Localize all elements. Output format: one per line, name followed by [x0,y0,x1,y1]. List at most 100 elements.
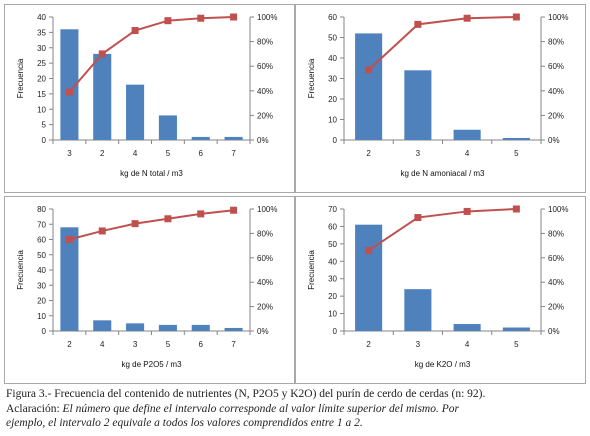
x-tick-label: 5 [514,340,519,349]
y-tick-label: 0 [42,327,47,336]
y-tick-label: 80 [37,205,46,214]
y2-tick-label: 40% [257,87,273,96]
y2-tick-label: 60% [257,254,273,263]
chart-panel-p2o5: 0 10 20 30 40 50 60 70 80 0% 20% 40% 60% 80% 100% 2 4 3 5 6… [4,196,295,384]
bar [191,324,210,331]
y-tick-label: 40 [328,257,337,266]
y-tick-label: 20 [328,292,337,301]
cumulative-point [197,210,205,218]
x-tick-label: 7 [231,149,236,158]
caption-line-1: Figura 3.- Frecuencia del contenido de n… [6,388,486,400]
x-tick-label: 2 [100,149,105,158]
x-tick-label: 7 [231,340,236,349]
y2-tick-label: 0% [548,136,560,145]
x-tick-label: 4 [100,340,105,349]
bar [502,327,530,331]
y-tick-label: 10 [37,105,46,114]
bar [93,320,112,331]
y2-tick-label: 20% [548,111,564,120]
y2-tick-label: 100% [257,13,277,22]
cumulative-point [164,17,172,25]
bar [191,136,210,140]
bar [453,129,481,140]
cumulative-point [365,246,373,254]
bar [158,115,177,140]
chart-n-amoniacal: 0 10 20 30 40 50 60 0% 20% 40% 60% 80% 100% 2 3 4 5 kg de… [307,13,568,178]
y-tick-label: 60 [328,222,337,231]
x-axis-label: kg de P2O5 / m3 [121,360,182,369]
y-tick-label: 40 [37,266,46,275]
cumulative-point [164,215,172,223]
cumulative-point [197,14,205,22]
bar [355,33,383,140]
x-tick-label: 2 [366,149,371,158]
cumulative-point [512,13,520,21]
y2-tick-label: 20% [257,111,273,120]
y-tick-label: 40 [37,13,46,22]
y-tick-label: 60 [37,236,46,245]
cumulative-line [69,209,234,241]
y-tick-label: 10 [328,310,337,319]
caption-line-2: Aclaración: El número que define el inte… [6,402,586,417]
cumulative-point [98,50,106,58]
y2-tick-label: 100% [257,205,277,214]
chart-p2o5: 0 10 20 30 40 50 60 70 80 0% 20% 40% 60% 80% 100% 2 4 3 5 6… [16,205,277,369]
x-tick-label: 5 [514,149,519,158]
y-tick-label: 40 [328,54,337,63]
y2-tick-label: 20% [548,303,564,312]
y2-tick-label: 40% [257,278,273,287]
bar [355,224,383,331]
y2-tick-label: 60% [548,62,564,71]
y-tick-label: 70 [328,205,337,214]
x-tick-label: 4 [465,340,470,349]
y2-tick-label: 60% [548,254,564,263]
y-tick-label: 0 [333,136,338,145]
cumulative-line [368,208,517,252]
y-tick-label: 25 [37,59,46,68]
chart-panel-n-total: 0 5 10 15 20 25 30 35 40 0% 20% 40% 60% 80% 100% 3 2 4 5 6 7… [4,4,295,193]
y-tick-label: 0 [333,327,338,336]
cumulative-point [512,205,520,213]
y2-tick-label: 60% [257,62,273,71]
x-tick-label: 3 [416,340,421,349]
bar [502,137,530,140]
y2-tick-label: 0% [548,327,560,336]
bar [158,324,177,331]
x-axis-label: kg de N total / m3 [120,169,183,178]
bar [60,29,79,140]
x-tick-label: 4 [465,149,470,158]
y-axis-label: Frecuencia [16,250,25,290]
cumulative-point [230,206,238,214]
x-axis-label: kg de N amoniacal / m3 [400,169,485,178]
x-tick-label: 3 [133,340,138,349]
bar [404,289,432,331]
cumulative-point [463,14,471,22]
y-tick-label: 30 [328,275,337,284]
y-tick-label: 20 [328,95,337,104]
cumulative-point [65,236,73,243]
y-axis-label: Frecuencia [16,58,25,98]
cumulative-line [68,16,234,93]
x-tick-label: 2 [67,340,72,349]
figure-caption: Figura 3.- Frecuencia del contenido de n… [6,387,586,431]
cumulative-line [367,16,517,71]
y-tick-label: 70 [37,220,46,229]
y2-tick-label: 100% [548,205,568,214]
x-tick-label: 6 [199,340,204,349]
chart-panel-n-amoniacal: 0 10 20 30 40 50 60 0% 20% 40% 60% 80% 100% 2 3 4 5 kg de… [295,4,586,193]
cumulative-point [98,227,106,235]
bar [404,70,432,140]
x-axis-label: kg de K2O / m3 [415,360,471,369]
y-tick-label: 35 [37,28,46,37]
x-tick-label: 4 [133,149,138,158]
cumulative-point [414,20,422,28]
y-tick-label: 20 [37,75,46,84]
x-tick-label: 5 [166,340,171,349]
y-tick-label: 10 [37,312,46,321]
y-tick-label: 50 [37,251,46,260]
y-tick-label: 30 [37,44,46,53]
y-tick-label: 10 [328,116,337,125]
x-tick-label: 5 [166,149,171,158]
bar [453,324,481,331]
cumulative-point [131,27,139,35]
